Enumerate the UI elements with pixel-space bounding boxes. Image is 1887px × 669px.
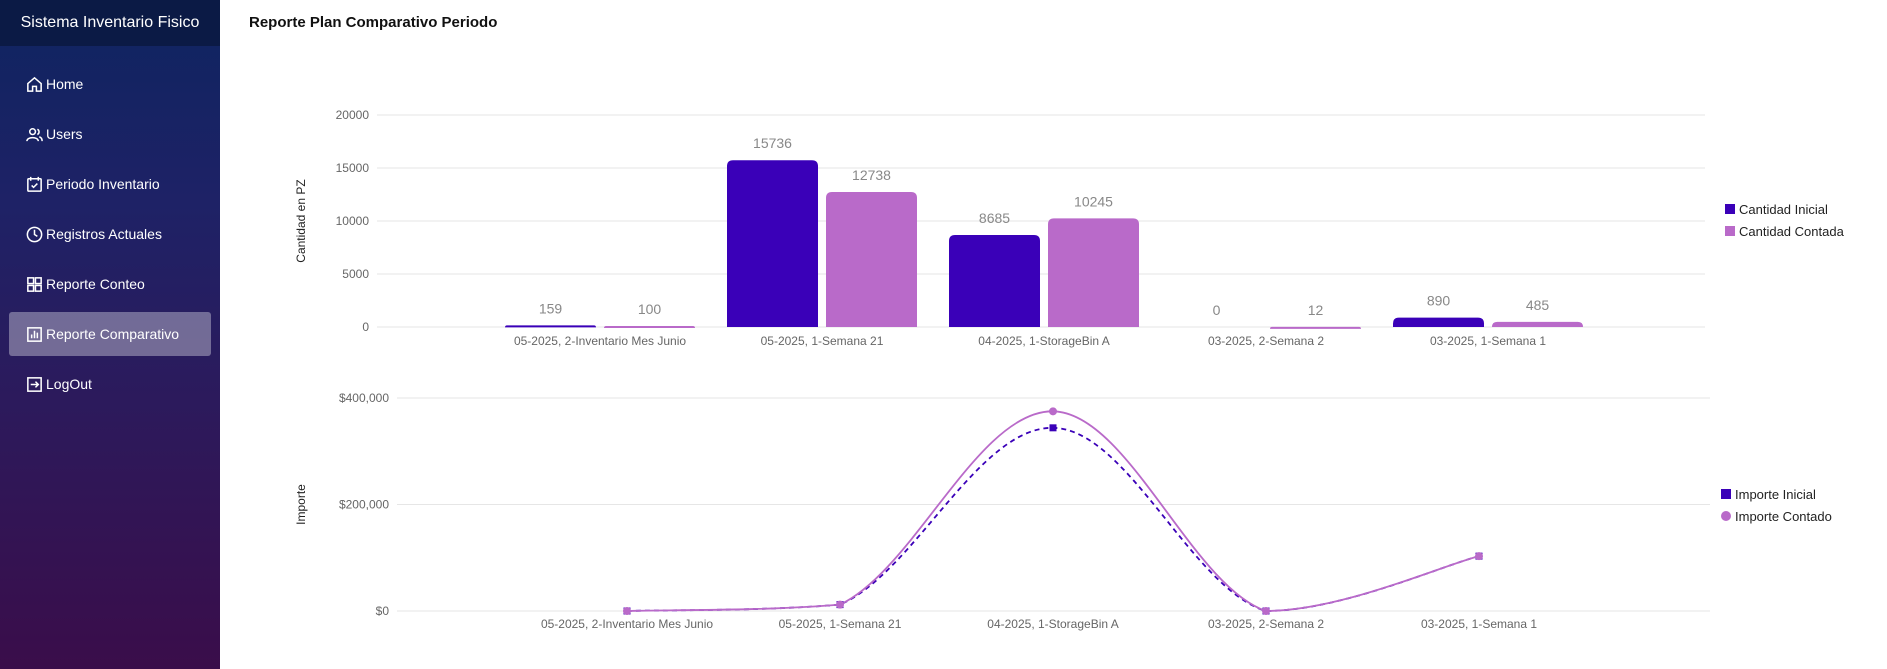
x-tick-label: 05-2025, 1-Semana 21 [761,334,884,348]
sidebar-item-label: Reporte Conteo [46,276,145,292]
sidebar-item-users[interactable]: Users [9,112,211,156]
y-tick-label: $0 [376,604,390,618]
bar [727,160,818,327]
y-tick-label: 0 [362,320,369,334]
sidebar-item-reporte-conteo[interactable]: Reporte Conteo [9,262,211,306]
legend-swatch [1725,226,1735,236]
legend-label: Importe Inicial [1735,487,1816,502]
grid-icon [27,276,42,292]
bar [1393,317,1484,327]
sidebar-item-label: Reporte Comparativo [46,326,180,342]
y-axis-label: Importe [294,484,308,525]
x-tick-label: 04-2025, 1-StorageBin A [978,334,1109,348]
bar [1492,321,1583,327]
data-label: 15736 [753,135,792,151]
sidebar-item-label: Registros Actuales [46,226,162,242]
data-point [623,607,631,615]
data-label: 10245 [1074,193,1113,209]
data-point [1262,607,1270,615]
data-label: 890 [1427,293,1451,309]
bar [826,191,917,327]
bar [1270,326,1361,329]
main-content: Reporte Plan Comparativo Periodo 0 5000 10… [220,0,1887,669]
data-label: 485 [1526,297,1550,313]
sidebar-item-home[interactable]: Home [9,62,211,106]
data-point [1049,424,1057,432]
sidebar-nav: Home Users Periodo Inventario Registros … [0,46,220,406]
sidebar-item-reporte-comparativo[interactable]: Reporte Comparativo [9,312,211,356]
sidebar-item-periodo-inventario[interactable]: Periodo Inventario [9,162,211,206]
home-icon [27,76,42,92]
legend-swatch [1725,204,1735,214]
sidebar-item-label: Periodo Inventario [46,176,160,192]
clock-icon [26,226,43,242]
logout-icon [27,376,42,392]
line-series-importe-contado [626,410,1480,612]
bar [505,325,596,328]
data-label: 12 [1308,302,1324,318]
data-label: 100 [638,301,662,317]
x-tick-label: 03-2025, 1-Semana 1 [1421,617,1537,631]
data-label: 0 [1213,302,1221,318]
x-tick-label: 05-2025, 1-Semana 21 [779,617,902,631]
legend-label: Cantidad Contada [1739,224,1845,239]
legend-label: Cantidad Inicial [1739,202,1828,217]
bar [949,234,1040,327]
data-label: 12738 [852,167,891,183]
data-label: 8685 [979,210,1010,226]
y-tick-label: 5000 [342,267,369,281]
data-point [1475,552,1483,561]
sidebar-item-label: LogOut [46,376,92,392]
importe-line-chart: $0 $200,000 $400,000 Importe 05-2025, 2-Inve… [294,391,1832,631]
legend-swatch [1721,511,1731,521]
data-label: 159 [539,300,563,316]
line-series-importe-inicial [626,426,1480,612]
x-tick-label: 03-2025, 2-Semana 2 [1208,334,1324,348]
sidebar-item-registros-actuales[interactable]: Registros Actuales [9,212,211,256]
sidebar-item-logout[interactable]: LogOut [9,362,211,406]
bar [604,325,695,328]
data-point [1049,407,1057,416]
x-tick-label: 04-2025, 1-StorageBin A [987,617,1118,631]
x-tick-label: 05-2025, 2-Inventario Mes Junio [541,617,713,631]
y-axis-label: Cantidad en PZ [294,179,308,262]
legend-swatch [1721,489,1731,499]
users-icon [26,127,43,141]
sidebar: Sistema Inventario Fisico Home Users Per… [0,0,220,669]
calendar-check-icon [27,176,42,192]
bar-chart-icon [27,326,42,342]
y-tick-label: 10000 [336,214,370,228]
data-point [836,600,844,609]
x-tick-label: 05-2025, 2-Inventario Mes Junio [514,334,686,348]
y-tick-label: $400,000 [339,391,389,405]
x-tick-label: 03-2025, 2-Semana 2 [1208,617,1324,631]
legend-label: Importe Contado [1735,509,1832,524]
bar [1048,218,1139,327]
x-tick-label: 03-2025, 1-Semana 1 [1430,334,1546,348]
app-title: Sistema Inventario Fisico [0,0,220,46]
cantidad-bar-chart: 0 5000 10000 15000 20000 Cantidad en PZ 05-202… [294,108,1845,348]
sidebar-item-label: Home [46,76,84,92]
page-title: Reporte Plan Comparativo Periodo [249,14,498,31]
sidebar-item-label: Users [46,126,83,142]
y-tick-label: $200,000 [339,498,389,512]
y-tick-label: 15000 [336,161,370,175]
y-tick-label: 20000 [336,108,370,122]
